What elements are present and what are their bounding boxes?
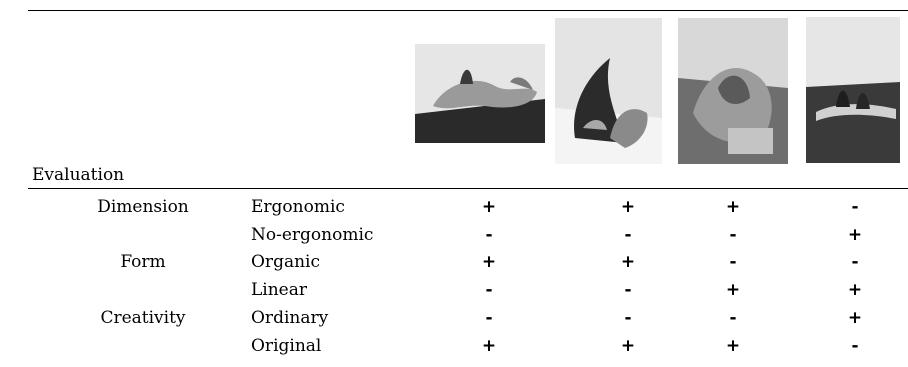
table-row: Creativity Ordinary - - - + <box>0 308 908 332</box>
rating-mark: - <box>729 225 737 245</box>
criterion-cell: Original <box>251 336 322 356</box>
rating-mark: + <box>847 225 863 245</box>
table-row: Original + + + - <box>0 336 908 360</box>
rating-mark: - <box>851 336 859 356</box>
evaluation-header: Evaluation <box>32 165 125 185</box>
rating-mark: - <box>624 280 632 300</box>
rating-mark: - <box>485 225 493 245</box>
rating-mark: - <box>624 225 632 245</box>
table-row: Form Organic + + - - <box>0 252 908 276</box>
rating-mark: + <box>847 280 863 300</box>
sculpture-photo-1 <box>415 44 545 143</box>
rating-mark: + <box>481 336 497 356</box>
rating-mark: - <box>729 308 737 328</box>
rating-mark: + <box>620 197 636 217</box>
rating-mark: - <box>485 308 493 328</box>
criterion-cell: Ergonomic <box>251 197 345 217</box>
table-header-rule <box>28 188 908 189</box>
rating-mark: - <box>851 197 859 217</box>
rating-mark: + <box>725 197 741 217</box>
rating-mark: + <box>620 252 636 272</box>
rating-mark: + <box>725 336 741 356</box>
rating-mark: + <box>847 308 863 328</box>
sculpture-photo-2 <box>555 18 662 164</box>
dimension-cell: Form <box>120 252 166 272</box>
criterion-cell: No-ergonomic <box>251 225 374 245</box>
table-row: Linear - - + + <box>0 280 908 304</box>
rating-mark: + <box>481 197 497 217</box>
rating-mark: - <box>624 308 632 328</box>
rating-mark: - <box>851 252 859 272</box>
criterion-cell: Linear <box>251 280 307 300</box>
rating-mark: + <box>620 336 636 356</box>
rating-mark: - <box>485 280 493 300</box>
rating-mark: + <box>481 252 497 272</box>
dimension-cell: Creativity <box>100 308 186 328</box>
table-row: No-ergonomic - - - + <box>0 225 908 249</box>
sculpture-photo-3 <box>678 18 788 164</box>
rating-mark: + <box>725 280 741 300</box>
sculpture-photo-4 <box>806 17 900 163</box>
table-top-rule <box>28 10 908 11</box>
criterion-cell: Ordinary <box>251 308 329 328</box>
dimension-cell: Dimension <box>97 197 189 217</box>
rating-mark: - <box>729 252 737 272</box>
table-row: Dimension Ergonomic + + + - <box>0 197 908 221</box>
criterion-cell: Organic <box>251 252 320 272</box>
